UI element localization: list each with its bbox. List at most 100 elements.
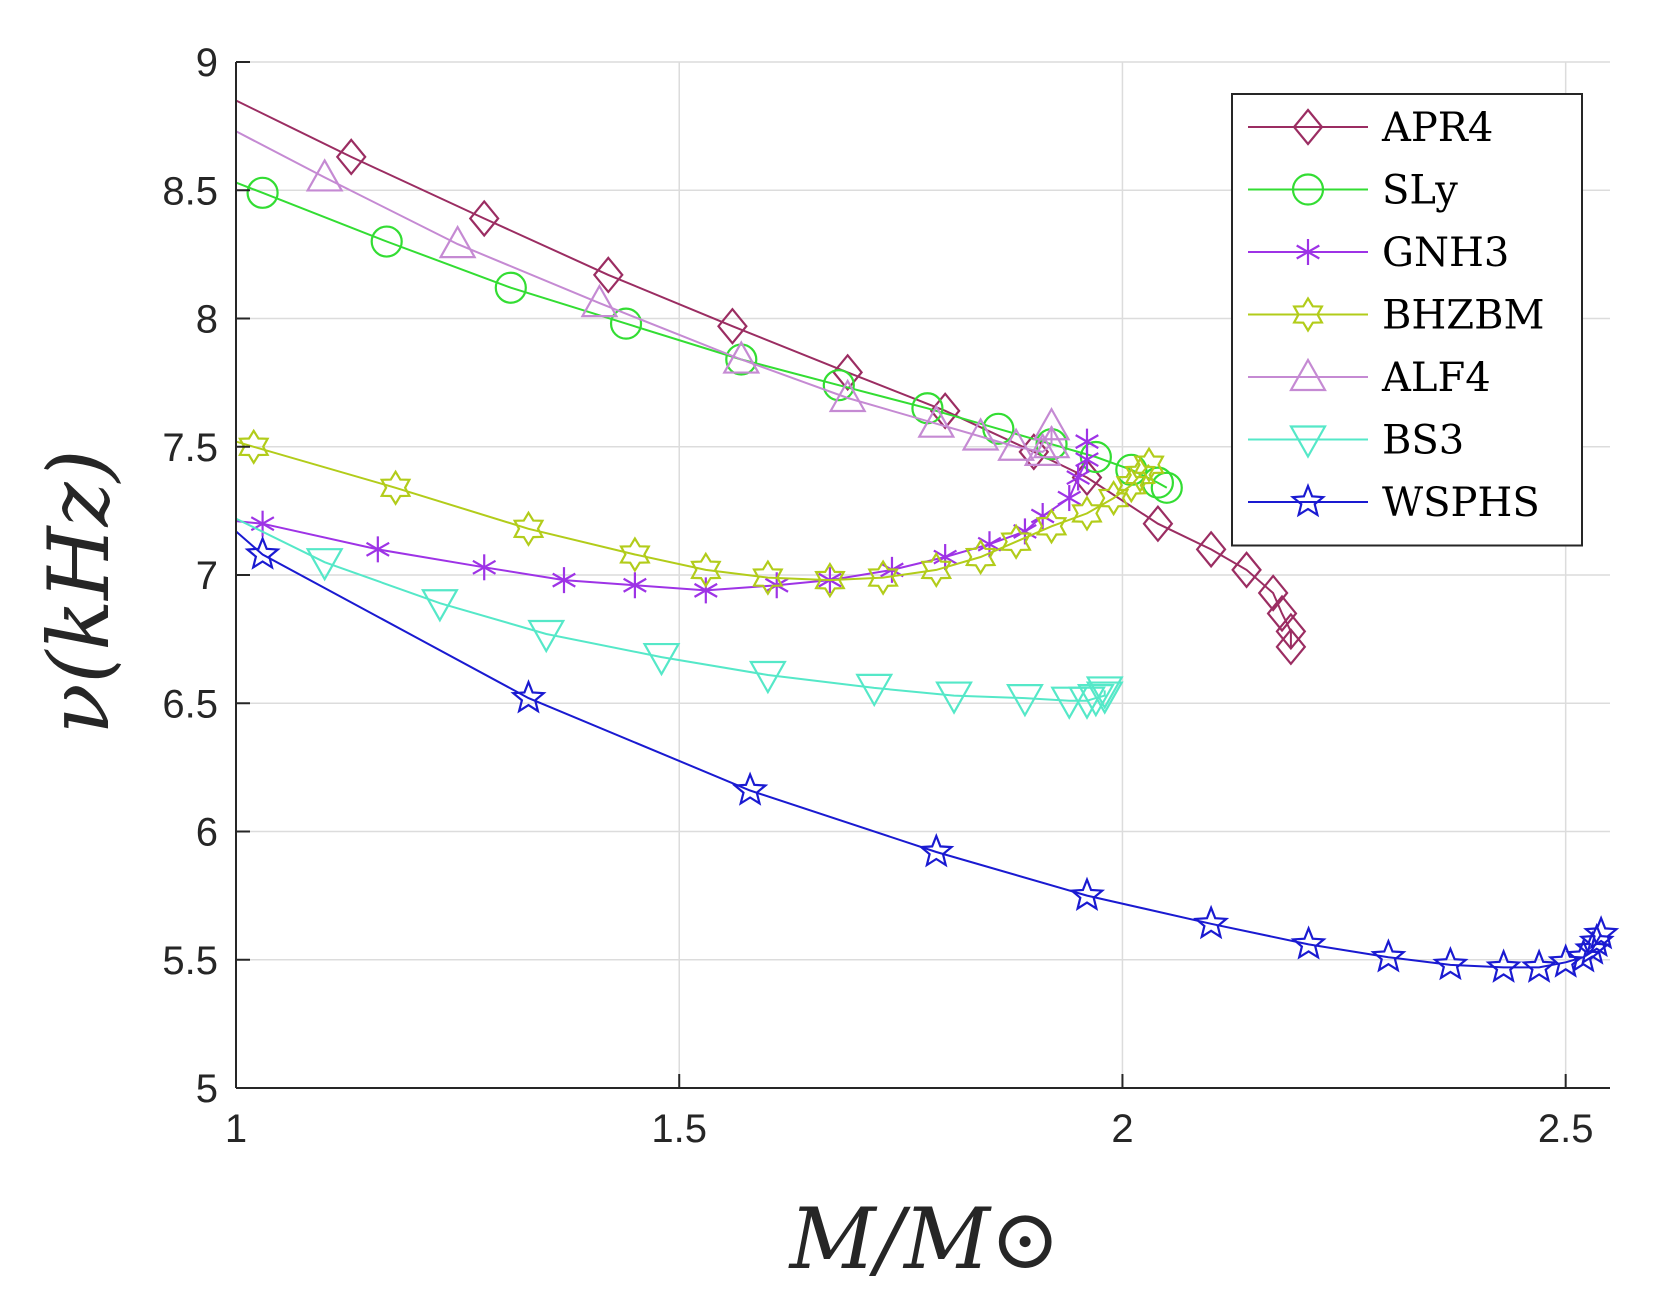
data-point-apr4 bbox=[1142, 504, 1174, 543]
data-point-bs3 bbox=[1085, 681, 1124, 715]
legend-item-bs3: BS3 bbox=[1248, 418, 1464, 464]
data-point-bs3 bbox=[305, 548, 344, 582]
data-point-bs3 bbox=[1068, 686, 1106, 720]
data-point-bs3 bbox=[1006, 684, 1044, 718]
data-point-gnh3 bbox=[1075, 428, 1099, 455]
data-point-bs3 bbox=[1076, 684, 1115, 718]
data-point-bs3 bbox=[420, 589, 459, 623]
data-point-sly bbox=[494, 271, 527, 304]
data-point-alf4 bbox=[1023, 432, 1062, 466]
data-point-bhzbm bbox=[1124, 456, 1156, 494]
data-point-apr4 bbox=[335, 138, 367, 176]
data-point-bhzbm bbox=[690, 551, 722, 589]
series-gnh3 bbox=[235, 428, 1099, 604]
data-point-alf4 bbox=[961, 417, 1000, 451]
series-line-bhzbm bbox=[235, 440, 1150, 582]
data-point-bhzbm bbox=[814, 561, 846, 599]
data-point-apr4 bbox=[1266, 594, 1298, 633]
data-point-bs3 bbox=[748, 660, 787, 695]
legend-label: BS3 bbox=[1382, 418, 1464, 464]
data-point-wsphs bbox=[1583, 915, 1620, 950]
data-point-wsphs bbox=[1521, 948, 1558, 983]
data-point-alf4 bbox=[722, 340, 761, 374]
data-point-alf4 bbox=[438, 224, 477, 259]
y-axis-title: ν(kHz) bbox=[30, 449, 128, 734]
legend-marker bbox=[1289, 425, 1327, 459]
y-tick-label: 6 bbox=[196, 811, 218, 855]
x-tick-label: 2 bbox=[1111, 1107, 1133, 1151]
data-point-bhzbm bbox=[512, 510, 545, 547]
data-point-sly bbox=[246, 176, 279, 209]
data-point-bhzbm bbox=[867, 559, 899, 596]
data-point-alf4 bbox=[828, 378, 867, 413]
data-point-apr4 bbox=[1275, 628, 1307, 666]
series-wsphs bbox=[235, 530, 1620, 983]
data-point-gnh3 bbox=[693, 577, 718, 604]
data-point-alf4 bbox=[997, 427, 1035, 461]
data-point-alf4 bbox=[305, 158, 344, 192]
series-line-bs3 bbox=[235, 517, 1106, 702]
data-point-apr4 bbox=[1195, 530, 1227, 569]
data-point-wsphs bbox=[244, 535, 281, 570]
data-point-apr4 bbox=[832, 353, 864, 392]
x-axis-title: M/M⊙ bbox=[788, 1190, 1061, 1288]
legend-marker bbox=[1289, 357, 1327, 392]
data-point-bs3 bbox=[855, 673, 894, 708]
data-point-bhzbm bbox=[238, 428, 270, 465]
legend-box bbox=[1231, 93, 1583, 547]
data-point-apr4 bbox=[1231, 551, 1262, 589]
data-point-alf4 bbox=[580, 283, 619, 318]
legend-item-bhzbm: BHZBM bbox=[1248, 293, 1544, 339]
series-line-gnh3 bbox=[235, 441, 1088, 592]
data-point-bhzbm bbox=[1115, 467, 1148, 504]
data-point-wsphs bbox=[1547, 943, 1584, 978]
data-point-apr4 bbox=[1257, 574, 1289, 612]
data-point-wsphs bbox=[1068, 876, 1106, 912]
data-point-bs3 bbox=[527, 619, 566, 654]
data-point-sly bbox=[609, 307, 643, 340]
data-point-gnh3 bbox=[552, 567, 576, 594]
data-point-gnh3 bbox=[1057, 485, 1082, 512]
data-point-bhzbm bbox=[619, 536, 651, 573]
legend-marker bbox=[1292, 108, 1324, 146]
data-point-alf4 bbox=[1032, 424, 1071, 459]
legend: APR4 SLy GNH3 BHZBM ALF4 BS3 WSPHS bbox=[1231, 93, 1583, 547]
y-tick-label: 7 bbox=[196, 554, 218, 598]
data-point-sly bbox=[982, 412, 1015, 445]
data-point-bs3 bbox=[1085, 676, 1124, 710]
data-point-gnh3 bbox=[1066, 464, 1090, 491]
data-point-gnh3 bbox=[623, 572, 647, 599]
legend-label: APR4 bbox=[1381, 105, 1493, 151]
y-tick-label: 9 bbox=[196, 41, 218, 85]
series-alf4 bbox=[235, 130, 1071, 466]
data-point-apr4 bbox=[468, 199, 500, 238]
x-tick-label: 1.5 bbox=[651, 1107, 707, 1151]
y-tick-label: 5 bbox=[196, 1067, 218, 1111]
legend-item-wsphs: WSPHS bbox=[1248, 480, 1540, 526]
data-point-bs3 bbox=[642, 642, 681, 677]
data-point-bs3 bbox=[935, 681, 973, 715]
legend-item-sly: SLy bbox=[1248, 168, 1458, 214]
data-point-apr4 bbox=[929, 392, 961, 430]
data-point-bhzbm bbox=[1035, 508, 1068, 545]
data-point-wsphs bbox=[1370, 938, 1407, 973]
data-point-bhzbm bbox=[1097, 480, 1130, 517]
data-point-wsphs bbox=[732, 771, 769, 806]
data-point-bhzbm bbox=[379, 469, 412, 506]
data-point-bhzbm bbox=[752, 559, 784, 596]
data-point-apr4 bbox=[1275, 612, 1307, 651]
data-point-bhzbm bbox=[920, 551, 953, 589]
legend-item-gnh3: GNH3 bbox=[1248, 230, 1509, 276]
data-point-bhzbm bbox=[1133, 446, 1165, 483]
data-point-apr4 bbox=[717, 307, 748, 345]
legend-item-alf4: ALF4 bbox=[1248, 355, 1491, 401]
legend-label: BHZBM bbox=[1382, 293, 1544, 339]
legend-marker bbox=[1296, 239, 1320, 265]
legend-item-apr4: APR4 bbox=[1248, 105, 1493, 151]
data-point-wsphs bbox=[1485, 948, 1522, 983]
legend-marker bbox=[1290, 483, 1326, 518]
legend-label: ALF4 bbox=[1381, 355, 1491, 401]
x-tick-label: 1 bbox=[225, 1107, 247, 1151]
y-tick-label: 7.5 bbox=[162, 426, 218, 470]
data-point-wsphs bbox=[918, 833, 955, 868]
